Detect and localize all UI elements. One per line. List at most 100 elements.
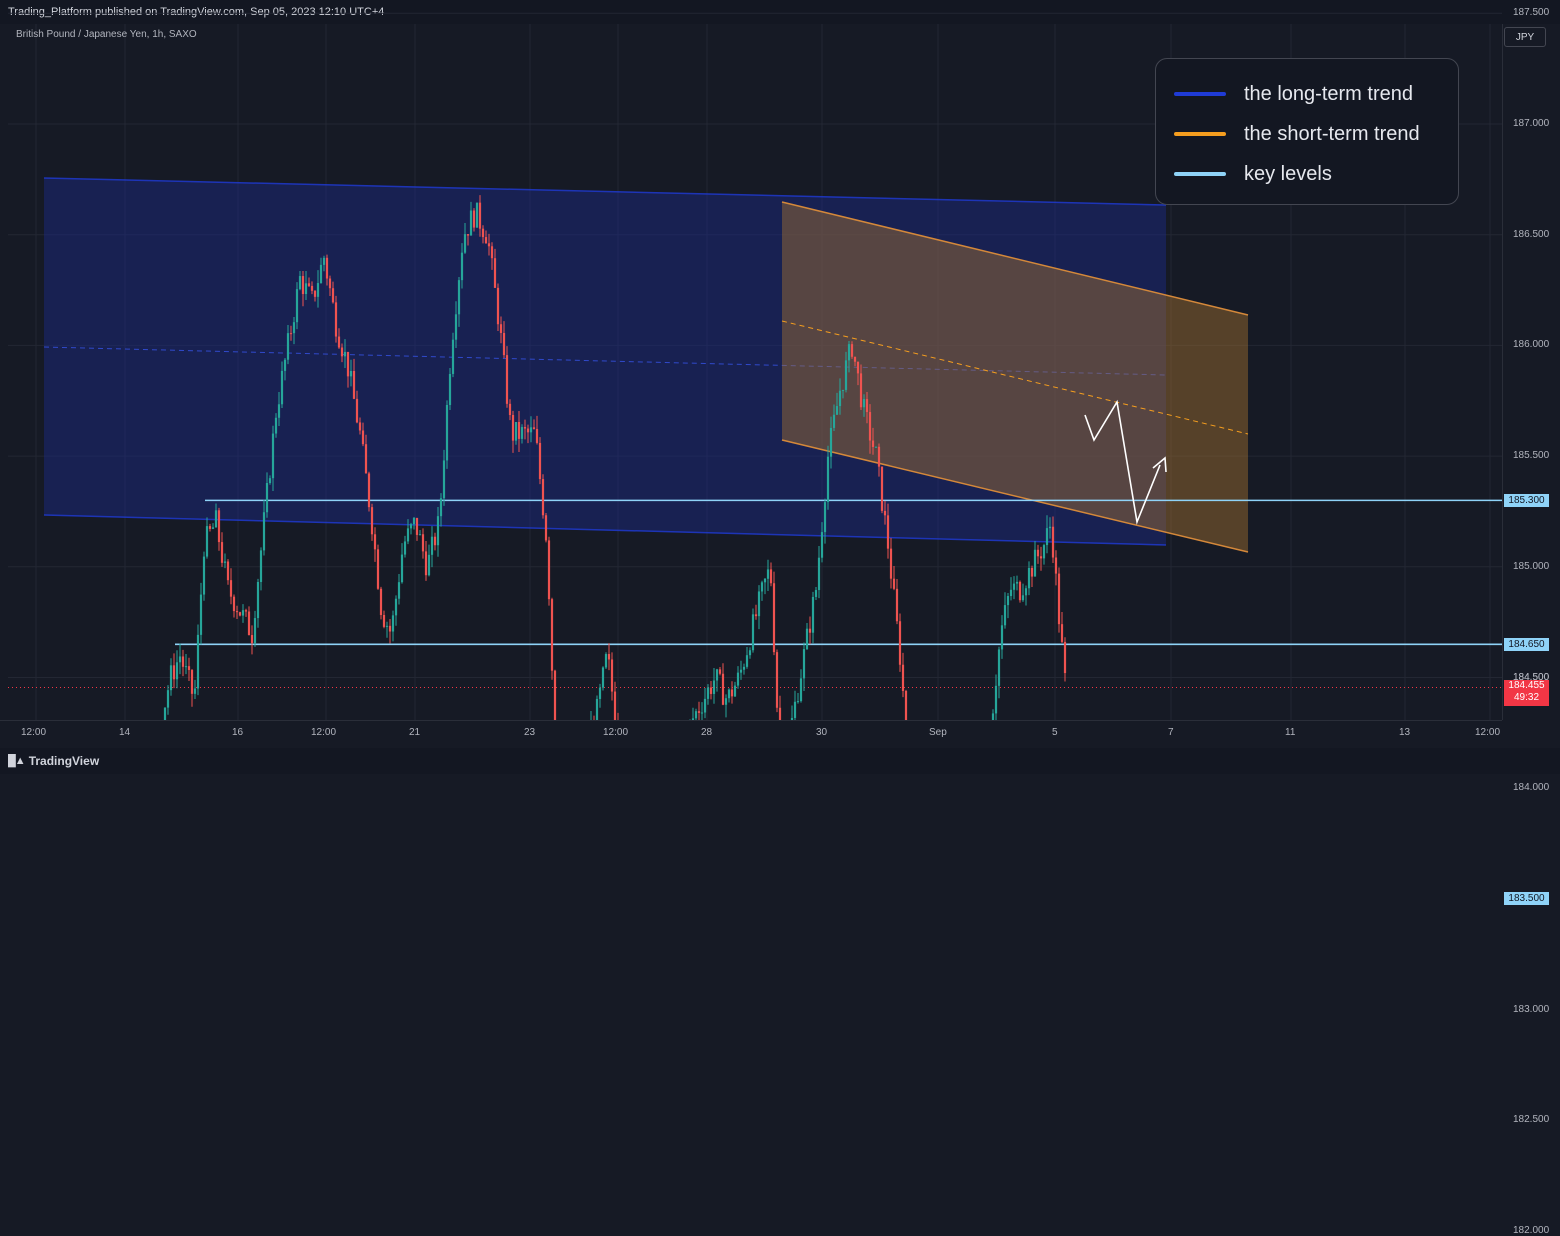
candle-body bbox=[472, 210, 476, 228]
price-chart[interactable] bbox=[0, 0, 1502, 720]
candle-body bbox=[439, 498, 443, 517]
candle-body bbox=[835, 406, 839, 415]
candle-body bbox=[826, 456, 830, 503]
top-bar: Trading_Platform published on TradingVie… bbox=[0, 0, 1560, 24]
candle-body bbox=[766, 569, 770, 579]
candle-body bbox=[892, 578, 896, 589]
candle-body bbox=[862, 399, 866, 408]
candle-body bbox=[433, 536, 437, 546]
candle-body bbox=[712, 680, 716, 694]
time-tick-label: 23 bbox=[524, 727, 536, 738]
brand-name: TradingView bbox=[28, 754, 100, 768]
candle-body bbox=[175, 662, 179, 680]
candle-body bbox=[421, 534, 425, 552]
currency-button[interactable]: JPY bbox=[1504, 27, 1546, 47]
candle-body bbox=[217, 510, 221, 543]
candle-body bbox=[757, 591, 761, 617]
key-level-price-label: 185.300 bbox=[1504, 493, 1549, 507]
candle-body bbox=[436, 516, 440, 546]
candle-body bbox=[718, 669, 722, 674]
legend-label: the short-term trend bbox=[1244, 122, 1420, 145]
candle-body bbox=[889, 548, 893, 579]
candle-body bbox=[397, 582, 401, 599]
candle-body bbox=[238, 612, 242, 616]
candle-body bbox=[265, 482, 269, 513]
candle-body bbox=[286, 333, 290, 360]
candle-body bbox=[319, 264, 323, 284]
candle-body bbox=[1060, 624, 1064, 642]
candle-body bbox=[520, 427, 524, 439]
candle-body bbox=[817, 557, 821, 591]
time-tick-label: Sep bbox=[929, 727, 947, 738]
candle-body bbox=[166, 690, 170, 708]
current-price-label: 184.455 49:32 bbox=[1504, 680, 1549, 707]
time-tick-label: 12:00 bbox=[1475, 727, 1501, 738]
candle-body bbox=[202, 556, 206, 595]
candle-body bbox=[859, 373, 863, 408]
time-tick-label: 21 bbox=[409, 727, 421, 738]
candle-body bbox=[1036, 549, 1040, 557]
time-axis[interactable] bbox=[0, 720, 1502, 749]
candle-body bbox=[901, 664, 905, 691]
candle-body bbox=[469, 210, 473, 236]
candle-body bbox=[205, 526, 209, 557]
candle-body bbox=[868, 412, 872, 441]
candle-body bbox=[838, 390, 842, 407]
candle-body bbox=[850, 344, 854, 357]
candle-body bbox=[223, 561, 227, 563]
candle-body bbox=[517, 422, 521, 439]
candle-body bbox=[733, 685, 737, 697]
price-tick-label: 186.500 bbox=[1513, 228, 1550, 240]
candle-body bbox=[508, 403, 512, 415]
candle-body bbox=[724, 698, 728, 705]
candle-body bbox=[484, 237, 488, 244]
long-term-channel-bottom bbox=[43, 514, 1167, 546]
candle-body bbox=[544, 515, 548, 541]
candle-body bbox=[1048, 526, 1052, 529]
candle-body bbox=[607, 654, 611, 660]
candle-body bbox=[346, 351, 350, 377]
time-tick-label: 28 bbox=[701, 727, 713, 738]
candle-body bbox=[847, 344, 851, 361]
price-tick-label: 183.000 bbox=[1513, 1003, 1550, 1015]
key-level-price-label: 183.500 bbox=[1504, 892, 1549, 906]
bottom-bar: █▲ TradingView bbox=[0, 748, 1560, 774]
candle-body bbox=[226, 561, 230, 581]
candle-body bbox=[295, 289, 299, 323]
candle-body bbox=[550, 599, 554, 671]
price-tick-label: 185.500 bbox=[1513, 450, 1550, 462]
candle-body bbox=[355, 398, 359, 423]
symbol-caption: British Pound / Japanese Yen, 1h, SAXO bbox=[16, 29, 197, 40]
candle-body bbox=[196, 634, 200, 689]
candle-body bbox=[715, 669, 719, 681]
candle-body bbox=[418, 534, 422, 536]
candle-body bbox=[898, 621, 902, 665]
candle-body bbox=[289, 333, 293, 335]
candle-body bbox=[211, 527, 215, 529]
candle-body bbox=[241, 610, 245, 616]
tradingview-logo[interactable]: █▲ TradingView bbox=[8, 754, 99, 768]
candle-body bbox=[1045, 528, 1049, 546]
time-tick-label: 14 bbox=[119, 727, 131, 738]
candle-body bbox=[214, 510, 218, 528]
candle-body bbox=[427, 554, 431, 576]
candle-body bbox=[232, 596, 236, 612]
candle-body bbox=[379, 588, 383, 616]
candle-body bbox=[883, 510, 887, 516]
candle-body bbox=[385, 625, 389, 627]
candle-body bbox=[991, 713, 995, 720]
candle-body bbox=[376, 549, 380, 589]
candle-body bbox=[409, 524, 413, 529]
candle-body bbox=[769, 569, 773, 584]
candle-body bbox=[721, 673, 725, 705]
candle-body bbox=[424, 551, 428, 576]
candle-body bbox=[337, 336, 341, 348]
candle-body bbox=[199, 594, 203, 635]
legend-swatch bbox=[1174, 172, 1226, 176]
long-term-midline bbox=[43, 346, 1167, 376]
price-axis[interactable] bbox=[1502, 24, 1560, 720]
candle-body bbox=[388, 625, 392, 632]
candle-body bbox=[595, 698, 599, 720]
candle-body bbox=[313, 290, 317, 297]
candle-body bbox=[694, 711, 698, 719]
